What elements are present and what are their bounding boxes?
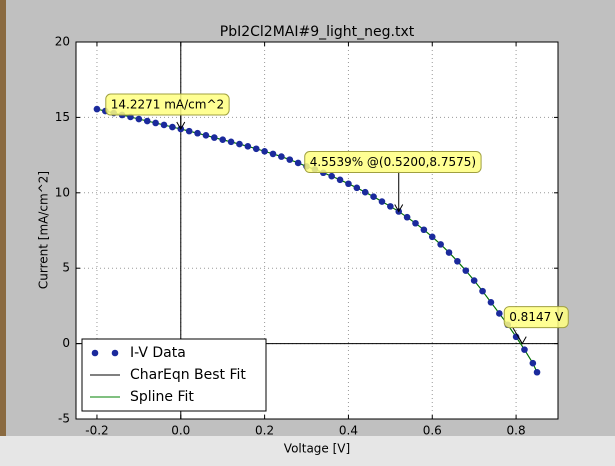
- data-point: [194, 129, 201, 137]
- y-axis-label: Current [mA/cm^2]: [37, 171, 51, 289]
- data-point: [412, 219, 419, 227]
- annotation-box: [105, 93, 230, 116]
- data-point: [211, 134, 218, 141]
- x-tick-label: 0.2: [255, 424, 274, 438]
- data-point: [353, 184, 361, 192]
- legend-label: Spline Fit: [130, 389, 194, 405]
- annotation-text: 4.5539% @(0.5200,8.7575): [310, 155, 476, 169]
- y-tick-label: -5: [58, 412, 70, 426]
- annotation-box: [503, 306, 569, 329]
- data-point: [244, 143, 252, 150]
- legend-marker: [91, 349, 99, 357]
- data-point: [252, 145, 260, 153]
- data-point: [420, 226, 428, 234]
- y-tick-label: 0: [62, 336, 70, 350]
- data-point: [286, 156, 294, 163]
- legend-marker: [111, 349, 119, 357]
- data-point: [479, 287, 486, 295]
- data-point: [378, 198, 386, 205]
- data-point: [269, 150, 277, 158]
- annotation-arrowhead: [517, 336, 527, 345]
- data-point: [336, 176, 344, 184]
- data-point: [135, 115, 143, 123]
- data-point: [328, 172, 335, 180]
- x-tick-label: 0.6: [423, 424, 442, 438]
- bottom-strip: [0, 436, 615, 466]
- data-point: [236, 140, 243, 148]
- annotation-arrowhead: [394, 204, 404, 213]
- data-point: [533, 368, 541, 376]
- data-point: [521, 346, 528, 353]
- x-tick-label: 0.4: [339, 424, 358, 438]
- data-point: [185, 127, 193, 135]
- annotation-box: [304, 151, 482, 174]
- data-point: [143, 117, 151, 125]
- y-tick-label: 5: [62, 261, 70, 275]
- x-tick-label: -0.2: [85, 424, 108, 438]
- data-point: [169, 123, 176, 131]
- chart-title: PbI2Cl2MAI#9_light_neg.txt: [220, 24, 415, 40]
- data-point: [345, 180, 352, 188]
- data-point: [160, 121, 168, 129]
- data-point: [529, 359, 537, 367]
- data-point: [278, 153, 285, 160]
- data-point: [294, 159, 302, 167]
- annotation-arrowhead: [176, 121, 186, 131]
- data-point: [428, 233, 436, 241]
- data-point: [93, 105, 101, 113]
- data-point: [387, 203, 394, 210]
- data-point: [152, 119, 159, 127]
- y-tick-label: 10: [55, 185, 70, 199]
- legend-label: I-V Data: [130, 345, 186, 361]
- window-edge: [0, 0, 6, 466]
- data-point: [261, 148, 268, 155]
- legend-label: CharEqn Best Fit: [130, 367, 246, 383]
- data-point: [202, 132, 210, 139]
- annotation-text: 14.2271 mA/cm^2: [111, 98, 224, 112]
- data-point: [445, 249, 453, 256]
- data-point: [462, 267, 470, 274]
- annotation-text: 0.8147 V: [509, 310, 564, 324]
- data-point: [403, 213, 411, 221]
- plot-frame: [75, 41, 559, 420]
- x-tick-label: 0.0: [171, 424, 190, 438]
- data-point: [487, 298, 495, 306]
- data-point: [370, 193, 377, 201]
- data-point: [454, 257, 461, 265]
- y-tick-label: 20: [55, 35, 70, 49]
- data-point: [437, 241, 444, 248]
- y-tick-label: 15: [55, 110, 70, 124]
- x-axis-label: Voltage [V]: [284, 442, 350, 456]
- data-point: [496, 310, 503, 317]
- data-point: [470, 277, 478, 284]
- x-tick-label: 0.8: [507, 424, 526, 438]
- data-point: [361, 188, 369, 196]
- data-point: [219, 136, 226, 144]
- data-point: [227, 138, 235, 146]
